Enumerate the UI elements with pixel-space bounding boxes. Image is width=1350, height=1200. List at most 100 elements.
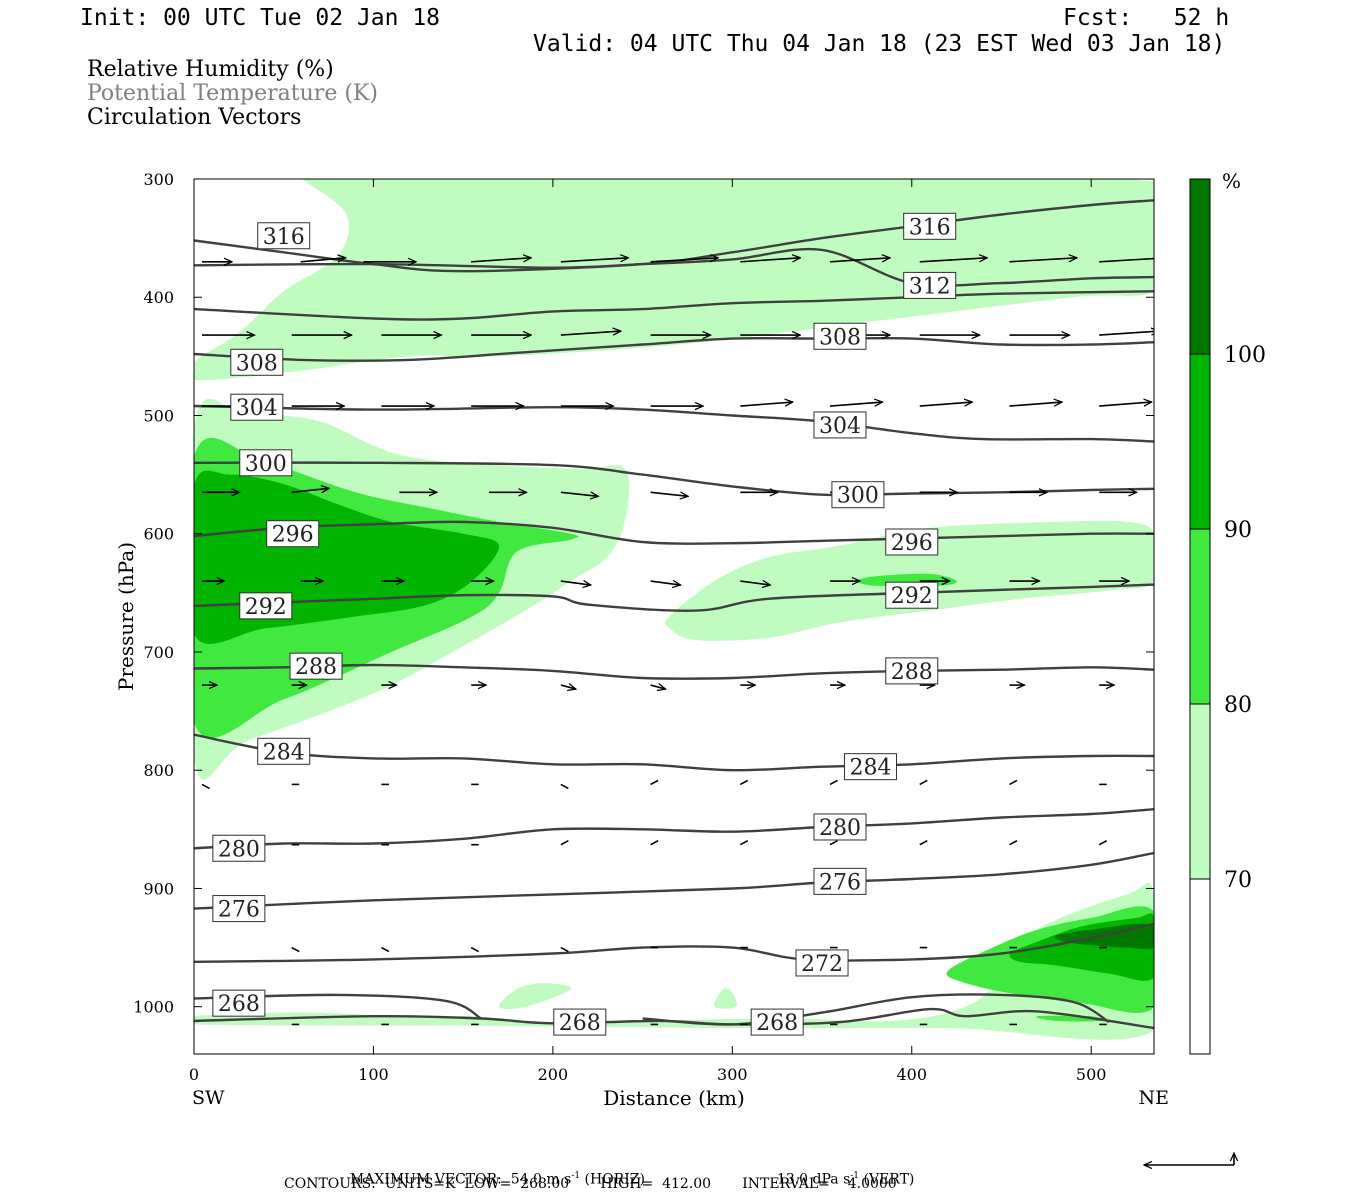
- theta-label-272-0: 272: [795, 949, 849, 977]
- theta-label-280-0: 280: [212, 834, 266, 862]
- rh-region-70-0: [194, 179, 1154, 381]
- rh-region-70-5: [194, 882, 1154, 1040]
- theta-label-box: [212, 989, 266, 1017]
- theta-contour-280: [194, 733, 1154, 772]
- circulation-vector-2-7: [829, 402, 883, 407]
- y-tick-label-500: 500: [143, 406, 174, 425]
- y-tick-label-700: 700: [143, 643, 174, 662]
- theta-label-304-0: 304: [230, 393, 284, 421]
- circulation-vector-6-4: [560, 783, 569, 790]
- theta-label-box: [813, 322, 867, 350]
- theta-label-text: 308: [236, 351, 278, 376]
- theta-label-text: 284: [849, 756, 891, 781]
- theta-label-box: [750, 1008, 804, 1036]
- plot-frame: [193, 178, 1155, 1055]
- theta-label-text: 292: [891, 584, 933, 609]
- x-tick-label-0: 0: [189, 1065, 199, 1084]
- theta-label-box: [212, 895, 266, 923]
- circulation-vector-7-5: [739, 840, 749, 846]
- legend-theta: Potential Temperature (K): [87, 81, 378, 106]
- circulation-vector-3-5: [650, 492, 689, 496]
- circulation-vector-6-9: [1009, 779, 1018, 786]
- valid-time: Valid: 04 UTC Thu 04 Jan 18 (23 EST Wed …: [533, 31, 1226, 57]
- vert-vector-exponent: -1: [850, 1171, 860, 1181]
- circulation-vector-7-9: [1098, 840, 1108, 846]
- colorbar-segment-3: [1190, 704, 1210, 879]
- y-axis-label: Pressure (hPa): [114, 542, 138, 691]
- circulation-vector-6-6: [739, 779, 749, 786]
- theta-label-text: 276: [218, 898, 260, 923]
- circulation-vector-7-7: [919, 840, 928, 846]
- circulation-vector-2-9: [1009, 402, 1062, 407]
- theta-label-text: 272: [801, 952, 843, 977]
- theta-label-box: [266, 520, 320, 548]
- circulation-vector-4-4: [560, 581, 591, 585]
- circulation-vector-6-0: [201, 783, 210, 790]
- contour-info: CONTOURS: UNITS=K LOW= 268.00 HIGH= 412.…: [284, 1176, 897, 1192]
- y-tick-label-300: 300: [143, 170, 174, 189]
- theta-contour-288: [194, 583, 1154, 612]
- colorbar-segment-0: [1190, 179, 1210, 354]
- circulation-vector-4-6: [740, 581, 770, 585]
- circulation-vector-0-1: [300, 258, 346, 262]
- x-tick-label-500: 500: [1076, 1065, 1107, 1084]
- colorbar-label-70: 70: [1224, 868, 1252, 893]
- theta-label-box: [813, 813, 867, 841]
- theta-label-316-1: 316: [903, 212, 957, 240]
- theta-label-268-0: 268: [212, 989, 266, 1017]
- circulation-vector-6-7: [829, 779, 838, 786]
- circulation-vector-0-6: [740, 258, 800, 263]
- theta-label-box: [903, 212, 957, 240]
- circulation-vector-8-3: [560, 946, 569, 953]
- circulation-vector-2-6: [740, 402, 793, 407]
- theta-label-text: 296: [891, 531, 933, 556]
- theta-label-268-1: 268: [553, 1008, 607, 1036]
- theta-label-268-2: 268: [750, 1008, 804, 1036]
- theta-label-308-1: 308: [813, 322, 867, 350]
- theta-contour-272: [194, 851, 1154, 910]
- theta-label-284-0: 284: [257, 737, 311, 765]
- theta-label-box: [230, 393, 284, 421]
- theta-label-box: [239, 449, 293, 477]
- circulation-vector-8-1: [381, 946, 390, 953]
- theta-label-box: [885, 657, 939, 685]
- legend-rh: Relative Humidity (%): [87, 57, 334, 82]
- theta-label-308-0: 308: [230, 348, 284, 376]
- reference-vector: [1144, 1153, 1234, 1165]
- theta-label-text: 304: [236, 396, 278, 421]
- theta-label-box: [257, 737, 311, 765]
- theta-label-box: [289, 652, 343, 680]
- theta-label-text: 312: [909, 274, 951, 299]
- theta-label-text: 308: [819, 325, 861, 350]
- circulation-vector-0-7: [829, 258, 890, 263]
- theta-label-text: 276: [819, 870, 861, 895]
- max-vector-label: MAXIMUM VECTOR: 54.0 m s: [349, 1171, 572, 1188]
- theta-label-text: 284: [263, 740, 305, 765]
- colorbar-frame: [1189, 178, 1211, 1055]
- circulation-vector-4-5: [650, 581, 681, 585]
- circulation-vector-7-8: [1009, 840, 1018, 846]
- circulation-vector-6-5: [650, 779, 659, 786]
- theta-label-box: [903, 271, 957, 299]
- circulation-vector-0-8: [919, 258, 988, 263]
- theta-label-292-1: 292: [885, 581, 939, 609]
- theta-label-text: 268: [559, 1011, 601, 1036]
- y-tick-label-1000: 1000: [133, 998, 174, 1017]
- circulation-vector-0-5: [650, 258, 719, 263]
- vert-vector-value: 13.0 dPa s: [776, 1171, 851, 1188]
- theta-label-text: 280: [819, 816, 861, 841]
- circulation-vector-7-4: [650, 840, 659, 846]
- theta-label-288-0: 288: [289, 652, 343, 680]
- theta-label-box: [239, 592, 293, 620]
- theta-label-312-0: 312: [903, 271, 957, 299]
- theta-label-296-0: 296: [266, 520, 320, 548]
- circulation-vector-5-4: [560, 685, 576, 689]
- theta-contour-312: [194, 247, 1154, 287]
- theta-label-text: 280: [218, 837, 260, 862]
- theta-label-box: [257, 222, 311, 250]
- theta-label-box: [885, 528, 939, 556]
- theta-label-text: 304: [819, 414, 861, 439]
- forecast-hour: Fcst: 52 h: [1063, 5, 1230, 31]
- theta-label-288-1: 288: [885, 657, 939, 685]
- circulation-vector-3-4: [560, 492, 599, 496]
